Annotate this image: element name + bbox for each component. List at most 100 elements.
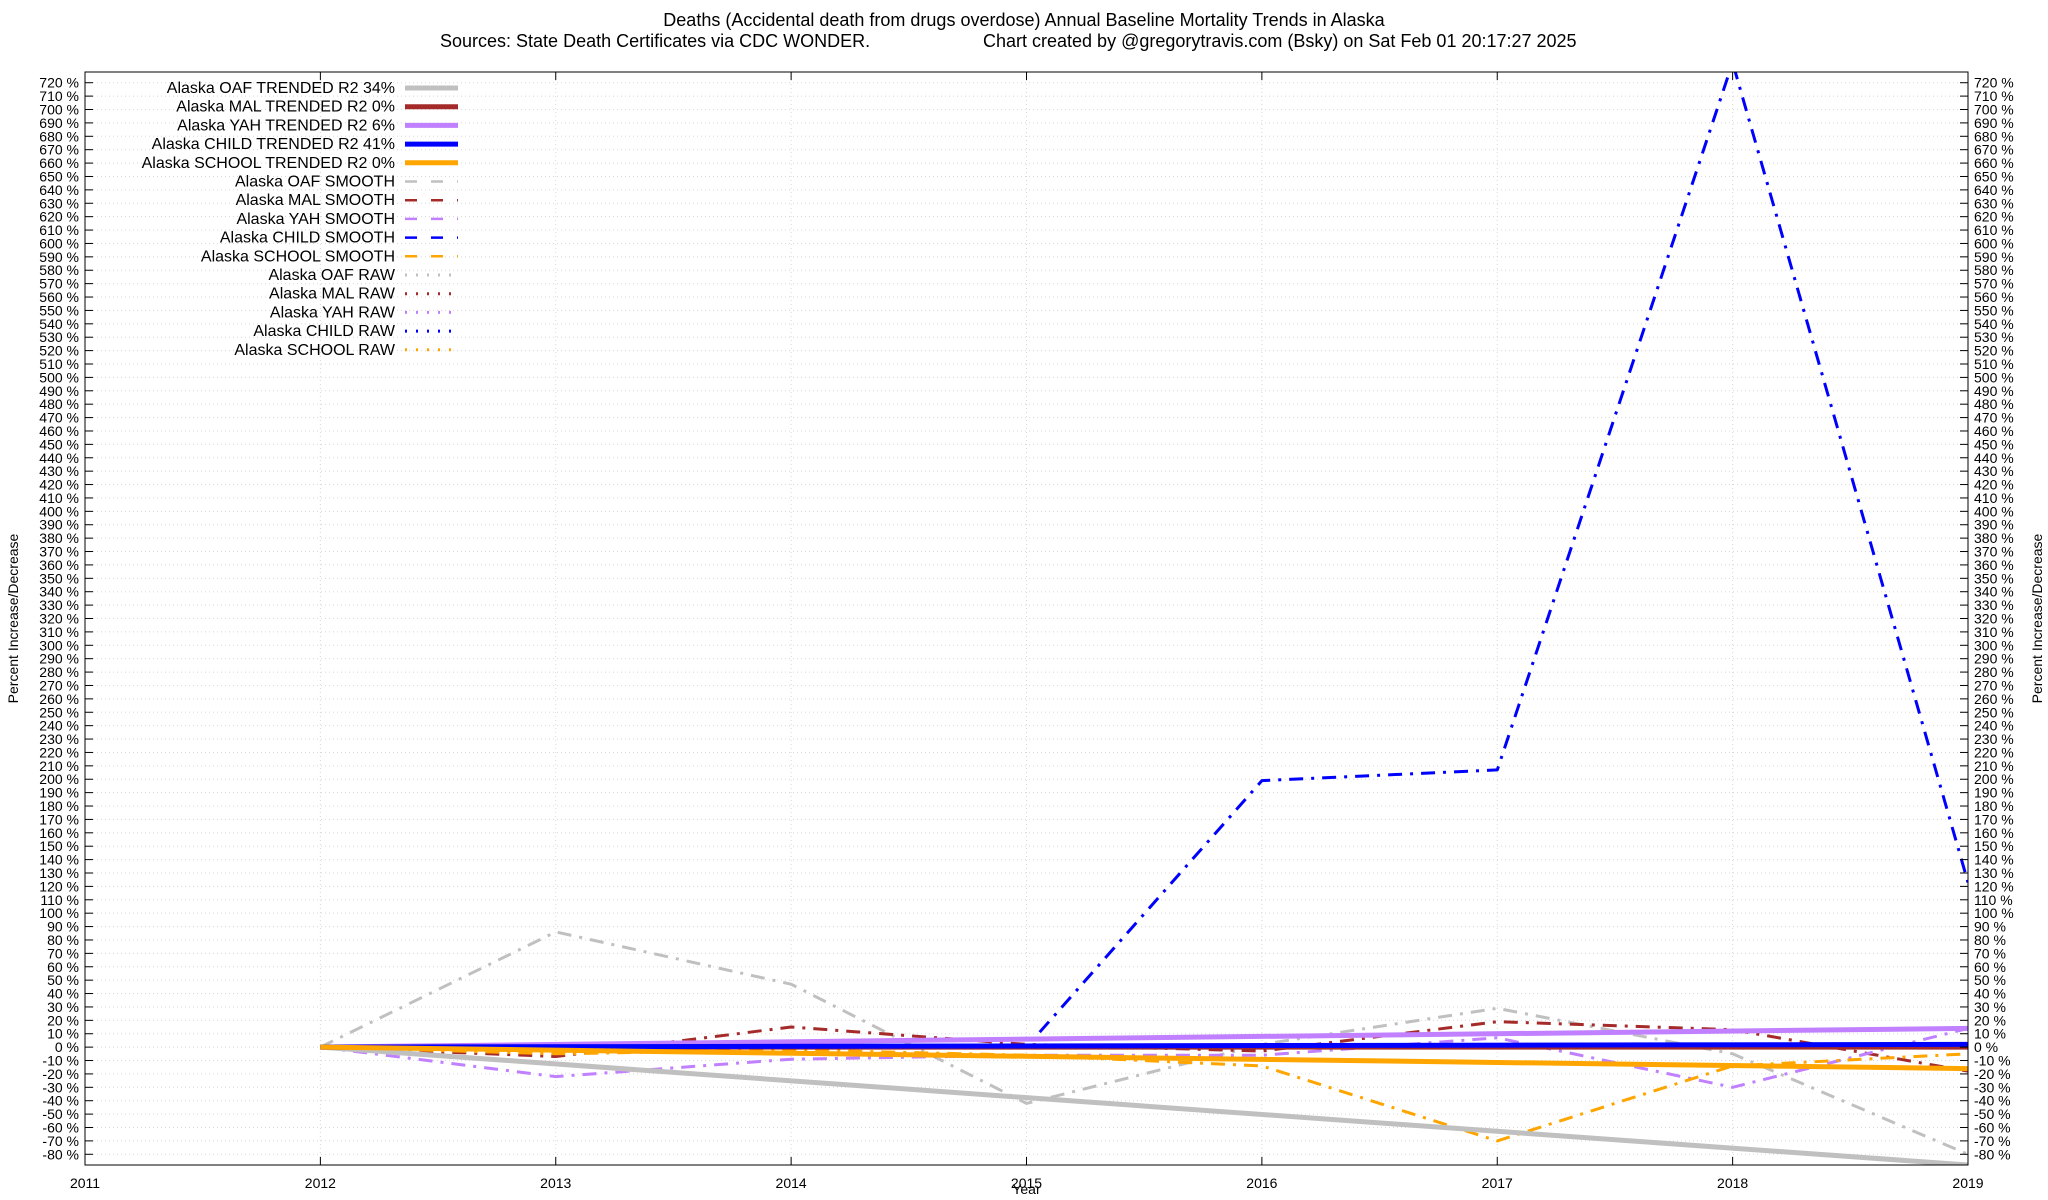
y-tick-label: 130 %: [39, 865, 79, 881]
y-tick-label: 200 %: [39, 771, 79, 787]
y-tick-label: 560 %: [39, 289, 79, 305]
y-tick-label: 610 %: [39, 222, 79, 238]
y2-tick-label: -20 %: [1974, 1066, 2011, 1082]
legend-label: Alaska MAL RAW: [269, 286, 396, 303]
y2-tick-label: 440 %: [1974, 450, 2014, 466]
x-tick-label: 2018: [1717, 1175, 1748, 1191]
y2-tick-label: 650 %: [1974, 168, 2014, 184]
y2-tick-label: 420 %: [1974, 477, 2014, 493]
y2-tick-label: -40 %: [1974, 1093, 2011, 1109]
legend-label: Alaska CHILD SMOOTH: [220, 230, 395, 247]
series-line-12: [320, 1026, 1968, 1089]
x-tick-label: 2012: [305, 1175, 336, 1191]
y-tick-label: -60 %: [42, 1119, 79, 1135]
y-tick-label: -70 %: [42, 1133, 79, 1149]
y2-tick-label: 690 %: [1974, 115, 2014, 131]
y-tick-label: 520 %: [39, 343, 79, 359]
y-tick-label: 280 %: [39, 664, 79, 680]
legend-label: Alaska OAF RAW: [268, 267, 395, 284]
y-tick-label: 230 %: [39, 731, 79, 747]
legend: Alaska OAF TRENDED R2 34% Alaska MAL TREN…: [142, 80, 458, 359]
x-tick-label: 2017: [1482, 1175, 1513, 1191]
y2-tick-label: 490 %: [1974, 383, 2014, 399]
y2-tick-label: 320 %: [1974, 611, 2014, 627]
y-tick-label: 490 %: [39, 383, 79, 399]
y-tick-label: 120 %: [39, 878, 79, 894]
y-tick-label: 50 %: [47, 972, 79, 988]
legend-label: Alaska OAF SMOOTH: [235, 174, 395, 191]
y-tick-label: 580 %: [39, 262, 79, 278]
legend-label: Alaska CHILD TRENDED R2 41%: [152, 136, 395, 153]
y2-tick-label: 610 %: [1974, 222, 2014, 238]
x-tick-label: 2016: [1246, 1175, 1277, 1191]
y2-tick-label: 710 %: [1974, 88, 2014, 104]
y2-tick-label: 60 %: [1974, 959, 2006, 975]
y2-tick-label: 200 %: [1974, 771, 2014, 787]
series-line-13: [320, 72, 1968, 1049]
series-line-2: [320, 1025, 1968, 1050]
chart-title: Deaths (Accidental death from drugs over…: [663, 10, 1385, 30]
y-tick-label: 720 %: [39, 75, 79, 91]
y2-tick-label: 260 %: [1974, 691, 2014, 707]
y2-tick-label: 390 %: [1974, 517, 2014, 533]
y2-tick-label: 350 %: [1974, 570, 2014, 586]
y2-tick-label: 560 %: [1974, 289, 2014, 305]
x-tick-label: 2013: [540, 1175, 571, 1191]
legend-label: Alaska SCHOOL TRENDED R2 0%: [142, 155, 395, 172]
y2-tick-label: 500 %: [1974, 369, 2014, 385]
y-tick-label: 170 %: [39, 811, 79, 827]
y-tick-label: 700 %: [39, 102, 79, 118]
y2-tick-label: 190 %: [1974, 785, 2014, 801]
y2-tick-label: 480 %: [1974, 396, 2014, 412]
y2-tick-label: -10 %: [1974, 1053, 2011, 1069]
y-tick-label: 240 %: [39, 718, 79, 734]
y2-tick-label: 600 %: [1974, 235, 2014, 251]
y2-tick-label: 40 %: [1974, 986, 2006, 1002]
y-tick-label: 670 %: [39, 142, 79, 158]
y2-tick-label: 520 %: [1974, 343, 2014, 359]
y2-tick-label: 0 %: [1974, 1039, 1998, 1055]
legend-label: Alaska YAH TRENDED R2 6%: [177, 117, 395, 134]
y2-tick-label: -60 %: [1974, 1119, 2011, 1135]
y2-tick-label: 400 %: [1974, 503, 2014, 519]
y-tick-label: 500 %: [39, 369, 79, 385]
y-tick-label: 20 %: [47, 1012, 79, 1028]
y-tick-label: 510 %: [39, 356, 79, 372]
y-tick-label: 550 %: [39, 302, 79, 318]
y2-tick-label: 110 %: [1974, 892, 2013, 908]
y2-tick-label: 630 %: [1974, 195, 2014, 211]
y-tick-label: 40 %: [47, 986, 79, 1002]
y2-tick-label: 240 %: [1974, 718, 2014, 734]
y2-tick-label: 580 %: [1974, 262, 2014, 278]
y-tick-label: 90 %: [47, 919, 79, 935]
y-tick-label: 680 %: [39, 128, 79, 144]
y-tick-label: 160 %: [39, 825, 79, 841]
y2-tick-label: 280 %: [1974, 664, 2014, 680]
y-tick-label: 480 %: [39, 396, 79, 412]
y2-tick-label: 230 %: [1974, 731, 2014, 747]
y-tick-label: 390 %: [39, 517, 79, 533]
y-tick-label: 530 %: [39, 329, 79, 345]
y-tick-label: 570 %: [39, 276, 79, 292]
y-tick-label: 220 %: [39, 744, 79, 760]
legend-label: Alaska CHILD RAW: [253, 323, 396, 340]
y-tick-label: 410 %: [39, 490, 79, 506]
series-layer: [319, 72, 1968, 1165]
y-tick-label: 540 %: [39, 316, 79, 332]
y2-tick-label: 640 %: [1974, 182, 2014, 198]
y2-tick-label: 290 %: [1974, 651, 2014, 667]
y2-tick-label: 590 %: [1974, 249, 2014, 265]
series-line-14: [320, 1045, 1968, 1143]
y2-tick-label: 30 %: [1974, 999, 2006, 1015]
x-tick-label: 2015: [1011, 1175, 1042, 1191]
y2-tick-label: 160 %: [1974, 825, 2014, 841]
y2-tick-label: 530 %: [1974, 329, 2014, 345]
y-tick-label: 430 %: [39, 463, 79, 479]
y-tick-label: 440 %: [39, 450, 79, 466]
y2-tick-label: 170 %: [1974, 811, 2014, 827]
y-tick-label: 330 %: [39, 597, 79, 613]
y2-tick-label: 410 %: [1974, 490, 2014, 506]
y-tick-label: 290 %: [39, 651, 79, 667]
y2-tick-label: 120 %: [1974, 878, 2014, 894]
